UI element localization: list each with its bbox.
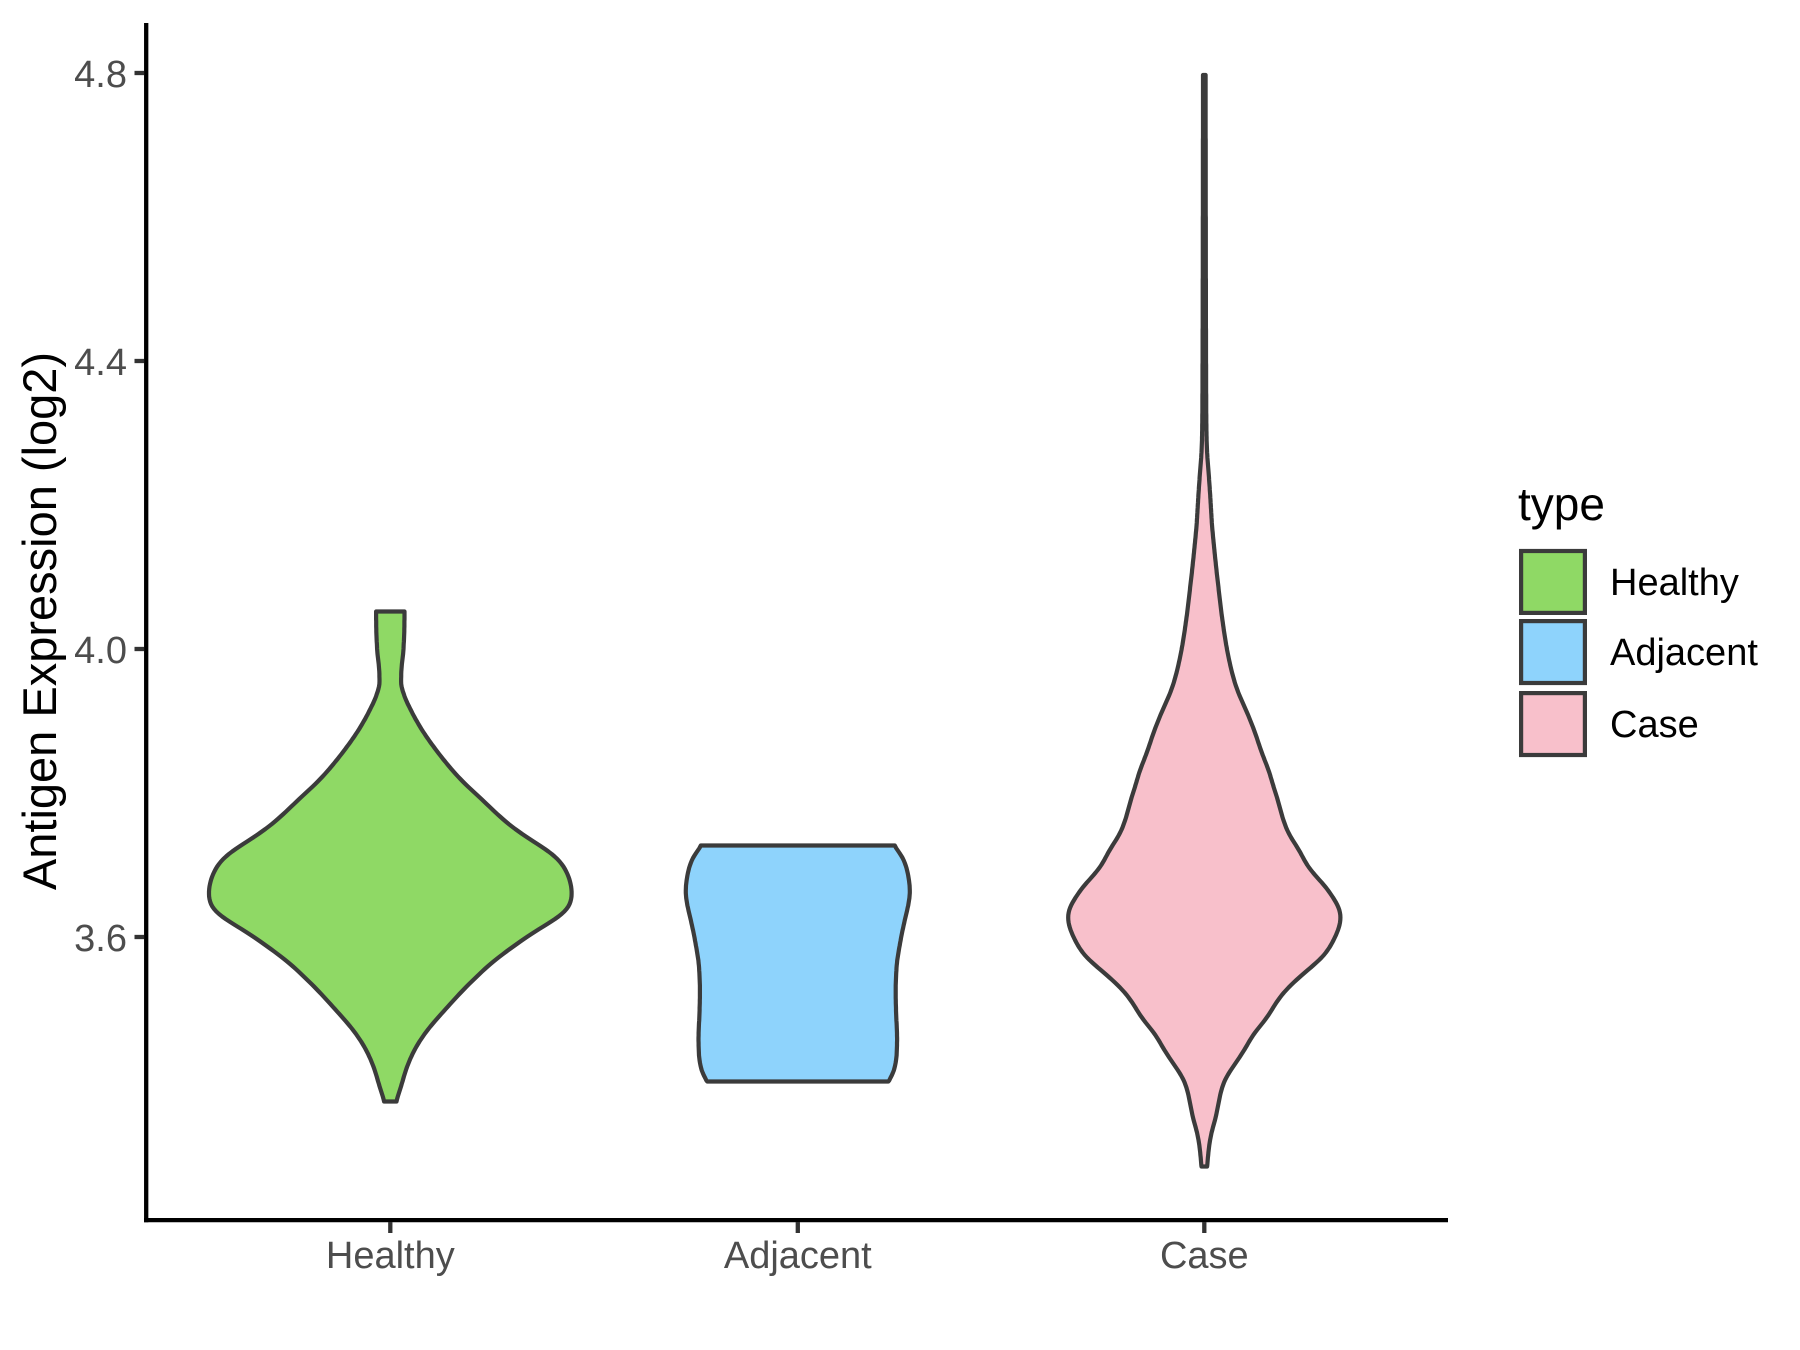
svg-text:4.4: 4.4 (74, 342, 127, 384)
svg-text:Healthy: Healthy (326, 1235, 455, 1277)
svg-text:type: type (1518, 478, 1605, 530)
svg-text:Adjacent: Adjacent (1610, 632, 1758, 674)
svg-text:Healthy: Healthy (1610, 562, 1739, 604)
svg-text:Antigen Expression (log2): Antigen Expression (log2) (13, 352, 66, 890)
svg-text:Case: Case (1610, 704, 1699, 746)
svg-text:Adjacent: Adjacent (724, 1235, 872, 1277)
svg-text:3.6: 3.6 (74, 918, 127, 960)
svg-text:4.0: 4.0 (74, 630, 127, 672)
svg-text:Case: Case (1160, 1235, 1249, 1277)
svg-text:4.8: 4.8 (74, 54, 127, 96)
